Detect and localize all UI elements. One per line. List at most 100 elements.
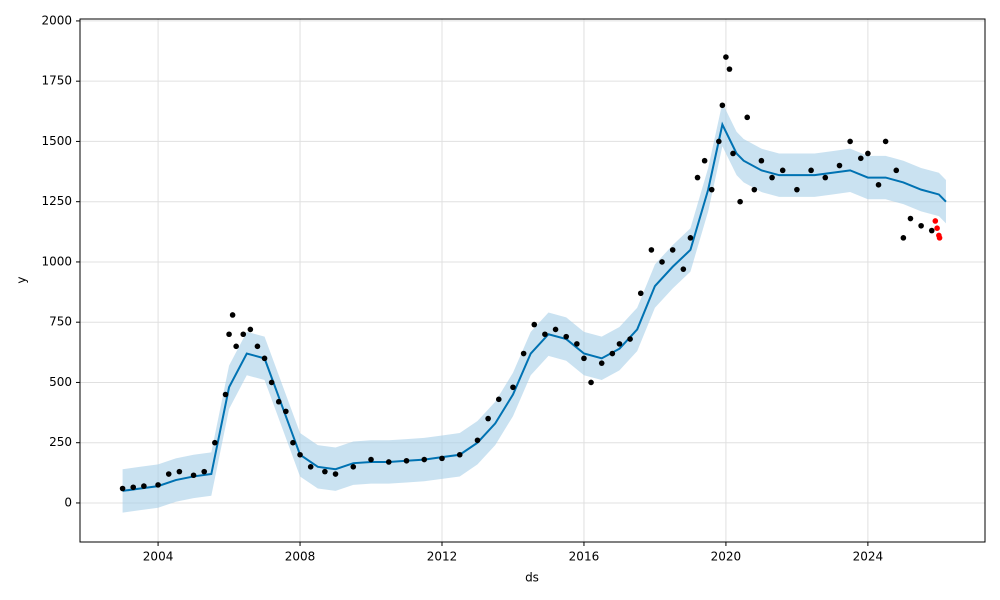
data-point [847,138,853,145]
data-point [836,162,843,169]
y-tick-label: 0 [64,495,72,509]
data-point [403,457,410,464]
y-tick-label: 750 [49,315,72,329]
data-point [268,379,275,386]
data-point [822,174,829,181]
data-point [716,138,722,145]
data-point [758,157,765,164]
data-point [141,483,147,489]
y-tick-label: 2000 [41,13,72,27]
data-point [669,247,676,253]
data-point [574,341,580,347]
data-point [616,341,623,347]
data-point [701,157,708,164]
data-point [332,471,339,477]
data-point [769,174,775,181]
data-point [857,155,864,162]
data-point [226,331,232,338]
x-tick-label: 2012 [427,550,458,564]
data-point [307,464,314,470]
data-point [893,167,900,174]
data-point [552,326,559,333]
data-point [531,321,538,328]
data-point [201,468,208,475]
data-point [368,456,374,463]
data-point [421,456,428,463]
data-point [290,439,296,446]
data-point [474,437,481,444]
data-point [212,439,218,446]
data-point [297,451,303,458]
data-point [687,235,694,241]
data-point [581,355,587,362]
data-point [233,343,239,350]
data-point [726,66,733,72]
data-point [588,379,594,386]
data-point [680,266,687,272]
data-point [936,235,943,241]
data-point [385,459,392,465]
data-point [751,186,758,193]
data-point [609,350,616,357]
data-point [456,451,463,458]
plot-frame [79,18,986,543]
data-point [934,225,940,231]
data-point [730,150,736,157]
data-point [779,167,786,174]
data-point [542,331,548,338]
data-point [247,326,254,333]
data-point [637,290,644,297]
data-point [719,102,726,109]
data-point [485,415,491,422]
data-point [254,343,261,350]
data-point [900,235,907,241]
x-tick-label: 2020 [711,550,742,564]
y-axis-label: y [15,276,29,283]
data-point [882,138,889,145]
data-point [155,482,161,488]
data-point [744,114,751,121]
data-point [130,484,137,491]
data-point [439,455,445,462]
data-point [648,247,655,253]
data-point [350,464,357,470]
data-point [627,336,633,342]
data-point [229,312,236,318]
data-point [240,331,247,338]
data-point [176,468,183,475]
data-point [119,485,126,492]
data-point [865,150,871,157]
data-point [510,384,516,391]
x-tick-label: 2016 [569,550,600,564]
data-point [165,471,172,477]
data-point [932,218,939,224]
data-point [907,215,914,222]
y-tick-label: 250 [49,435,72,449]
data-point [918,222,924,229]
data-point [708,186,715,193]
data-point [875,182,882,188]
x-tick-label: 2024 [853,550,884,564]
x-axis-label: ds [525,571,539,585]
data-point [928,227,935,234]
x-tick-label: 2004 [143,550,174,564]
y-tick-label: 1250 [41,194,72,208]
data-point [598,360,605,366]
y-tick-label: 1000 [41,254,72,268]
y-tick-label: 500 [49,375,72,389]
data-point [520,350,527,357]
data-point [694,174,701,181]
x-tick-label: 2008 [285,550,316,564]
data-point [794,186,800,193]
data-point [222,391,229,398]
data-point [190,472,197,479]
data-point [723,54,729,60]
data-point [659,259,665,265]
data-point [261,355,268,362]
data-point [283,408,289,415]
data-point [322,468,328,475]
y-tick-label: 1750 [41,74,72,88]
